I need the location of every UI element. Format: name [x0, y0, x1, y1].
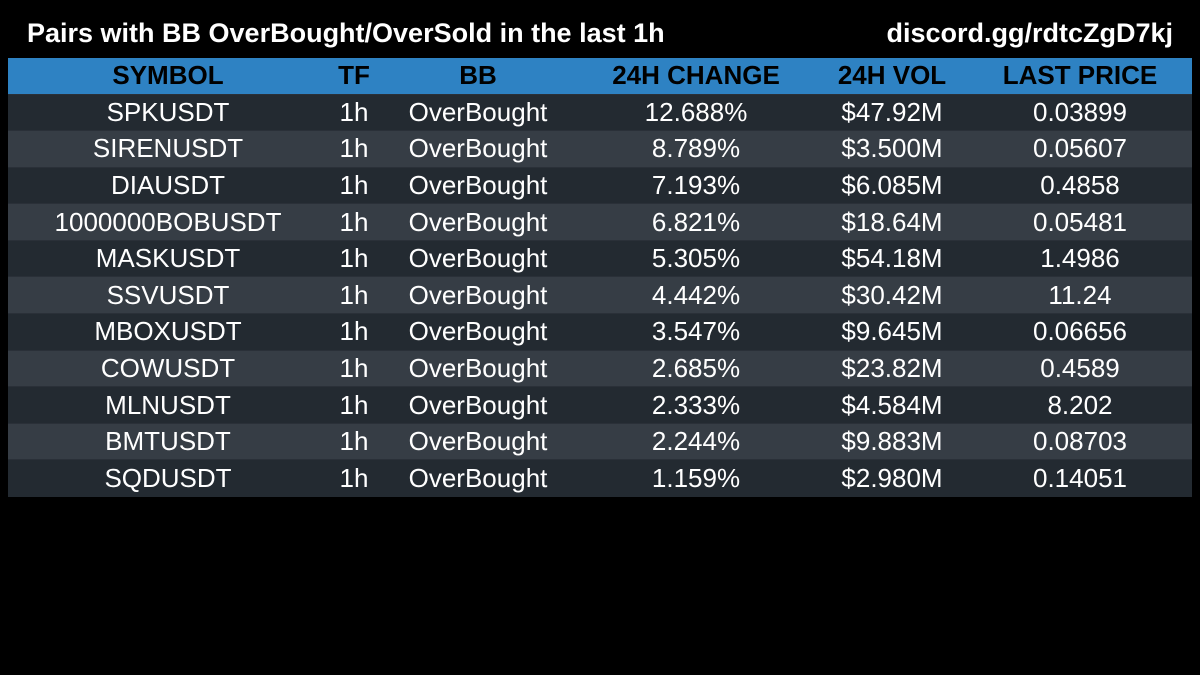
symbol-cell: MLNUSDT — [8, 386, 328, 424]
volume-cell: $3.500M — [816, 130, 968, 168]
change-cell: 5.305% — [576, 239, 816, 277]
change-cell: 4.442% — [576, 276, 816, 314]
volume-cell: $18.64M — [816, 203, 968, 241]
table-row: DIAUSDT 1h OverBought 7.193% $6.085M 0.4858 — [8, 166, 1192, 204]
symbol-cell: DIAUSDT — [8, 166, 328, 204]
symbol-cell: BMTUSDT — [8, 422, 328, 460]
bb-cell: OverBought — [380, 93, 576, 131]
volume-cell: $4.584M — [816, 386, 968, 424]
change-cell: 6.821% — [576, 203, 816, 241]
column-header-24h-change[interactable]: 24H CHANGE — [612, 60, 780, 91]
table-row: MLNUSDT 1h OverBought 2.333% $4.584M 8.202 — [8, 386, 1192, 424]
volume-cell: $2.980M — [816, 459, 968, 497]
change-cell: 2.244% — [576, 422, 816, 460]
table-row: SQDUSDT 1h OverBought 1.159% $2.980M 0.14051 — [8, 459, 1192, 497]
tf-cell: 1h — [328, 203, 380, 241]
symbol-cell: 1000000BOBUSDT — [8, 203, 328, 241]
tf-cell: 1h — [328, 239, 380, 277]
table-row: MBOXUSDT 1h OverBought 3.547% $9.645M 0.06656 — [8, 313, 1192, 351]
page-title: Pairs with BB OverBought/OverSold in the… — [27, 18, 665, 48]
volume-cell: $9.645M — [816, 313, 968, 351]
discord-link[interactable]: discord.gg/rdtcZgD7kj — [886, 18, 1173, 48]
change-cell: 7.193% — [576, 166, 816, 204]
change-cell: 1.159% — [576, 459, 816, 497]
tf-cell: 1h — [328, 349, 380, 387]
price-cell: 11.24 — [968, 276, 1192, 314]
volume-cell: $54.18M — [816, 239, 968, 277]
symbol-cell: SSVUSDT — [8, 276, 328, 314]
header-row: SYMBOL TF BB 24H CHANGE 24H VOL LAST PRI… — [8, 58, 1192, 94]
volume-cell: $47.92M — [816, 93, 968, 131]
change-cell: 3.547% — [576, 313, 816, 351]
symbol-cell: SIRENUSDT — [8, 130, 328, 168]
price-cell: 0.03899 — [968, 93, 1192, 131]
tf-cell: 1h — [328, 166, 380, 204]
bb-cell: OverBought — [380, 203, 576, 241]
change-cell: 8.789% — [576, 130, 816, 168]
table-row: SPKUSDT 1h OverBought 12.688% $47.92M 0.03899 — [8, 93, 1192, 131]
column-header-last-price[interactable]: LAST PRICE — [1002, 60, 1158, 91]
symbol-cell: SQDUSDT — [8, 459, 328, 497]
table-row: SSVUSDT 1h OverBought 4.442% $30.42M 11.24 — [8, 276, 1192, 314]
column-header-tf[interactable]: TF — [338, 60, 370, 91]
table-row: 1000000BOBUSDT 1h OverBought 6.821% $18.64M 0… — [8, 203, 1192, 241]
bb-cell: OverBought — [380, 459, 576, 497]
volume-cell: $9.883M — [816, 422, 968, 460]
change-cell: 2.685% — [576, 349, 816, 387]
bb-cell: OverBought — [380, 313, 576, 351]
pairs-table: SYMBOL TF BB 24H CHANGE 24H VOL LAST PRI… — [8, 58, 1192, 497]
table-row: SIRENUSDT 1h OverBought 8.789% $3.500M 0.0560… — [8, 130, 1192, 168]
bb-cell: OverBought — [380, 239, 576, 277]
price-cell: 0.08703 — [968, 422, 1192, 460]
tf-cell: 1h — [328, 276, 380, 314]
volume-cell: $6.085M — [816, 166, 968, 204]
price-cell: 0.05607 — [968, 130, 1192, 168]
table-row: MASKUSDT 1h OverBought 5.305% $54.18M 1.4986 — [8, 239, 1192, 277]
bb-cell: OverBought — [380, 130, 576, 168]
tf-cell: 1h — [328, 93, 380, 131]
price-cell: 0.06656 — [968, 313, 1192, 351]
symbol-cell: MASKUSDT — [8, 239, 328, 277]
price-cell: 0.4858 — [968, 166, 1192, 204]
symbol-cell: COWUSDT — [8, 349, 328, 387]
table-body: SPKUSDT 1h OverBought 12.688% $47.92M 0.03899… — [8, 93, 1192, 497]
bb-cell: OverBought — [380, 276, 576, 314]
tf-cell: 1h — [328, 130, 380, 168]
symbol-cell: SPKUSDT — [8, 93, 328, 131]
bb-cell: OverBought — [380, 349, 576, 387]
column-header-symbol[interactable]: SYMBOL — [112, 60, 224, 91]
volume-cell: $30.42M — [816, 276, 968, 314]
tf-cell: 1h — [328, 459, 380, 497]
price-cell: 0.14051 — [968, 459, 1192, 497]
symbol-cell: MBOXUSDT — [8, 313, 328, 351]
change-cell: 2.333% — [576, 386, 816, 424]
column-header-24h-vol[interactable]: 24H VOL — [837, 60, 947, 91]
tf-cell: 1h — [328, 386, 380, 424]
tf-cell: 1h — [328, 422, 380, 460]
tf-cell: 1h — [328, 313, 380, 351]
price-cell: 1.4986 — [968, 239, 1192, 277]
change-cell: 12.688% — [576, 93, 816, 131]
volume-cell: $23.82M — [816, 349, 968, 387]
bb-cell: OverBought — [380, 386, 576, 424]
price-cell: 0.4589 — [968, 349, 1192, 387]
price-cell: 0.05481 — [968, 203, 1192, 241]
table-row: BMTUSDT 1h OverBought 2.244% $9.883M 0.08703 — [8, 422, 1192, 460]
bb-cell: OverBought — [380, 422, 576, 460]
bb-cell: OverBought — [380, 166, 576, 204]
column-header-bb[interactable]: BB — [459, 60, 497, 91]
price-cell: 8.202 — [968, 386, 1192, 424]
table-row: COWUSDT 1h OverBought 2.685% $23.82M 0.4589 — [8, 349, 1192, 387]
table-header: SYMBOL TF BB 24H CHANGE 24H VOL LAST PRI… — [8, 58, 1192, 94]
